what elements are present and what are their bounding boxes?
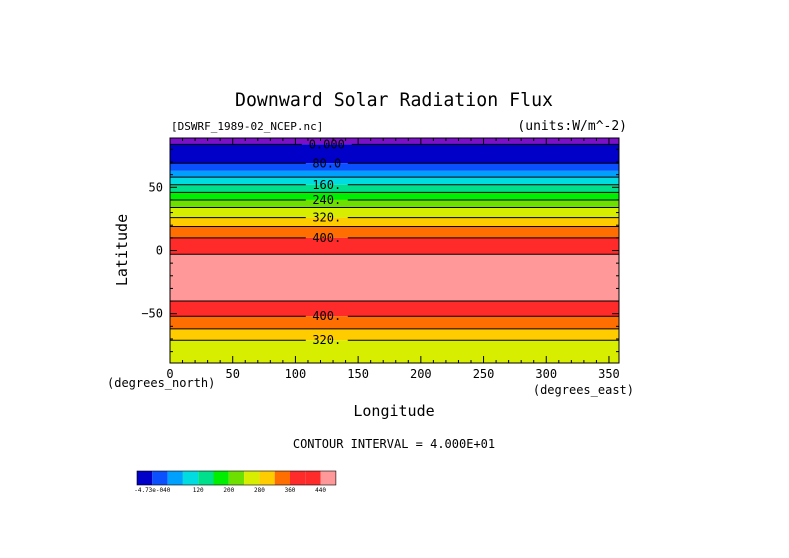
contour-band-16 [170, 340, 619, 363]
contour-band-3 [170, 170, 619, 178]
y-tick-label-2: −50 [141, 307, 163, 321]
colorbar-label-2: 200 [223, 487, 234, 494]
y-axis-label: Latitude [113, 214, 131, 286]
x-tick-label-2: 100 [285, 367, 307, 381]
contour-band-11 [170, 237, 619, 255]
chart-title: Downward Solar Radiation Flux [235, 89, 553, 111]
x-tick-label-0: 0 [166, 367, 173, 381]
contour-label-5: 240. [312, 193, 341, 207]
contour-band-4 [170, 177, 619, 185]
contour-label-12: 400. [312, 309, 341, 323]
colorbar-swatch-9 [274, 471, 290, 485]
colorbar-swatch-8 [259, 471, 275, 485]
colorbar-swatch-0 [137, 471, 153, 485]
contour-bands [170, 138, 619, 363]
contour-band-9 [170, 217, 619, 227]
x-tick-label-6: 300 [535, 367, 557, 381]
y-unit-label: (degrees_north) [107, 376, 215, 390]
colorbar: -4.73e-040 120 200 280 360 440 [134, 470, 337, 494]
colorbar-frame [136, 470, 337, 486]
contour-band-6 [170, 192, 619, 200]
colorbar-label-5: 440 [315, 487, 326, 494]
colorbar-swatch-12 [320, 471, 336, 485]
colorbar-swatch-4 [198, 471, 214, 485]
contour-band-2 [170, 163, 619, 171]
contour-label-1: 80.0 [312, 156, 341, 170]
x-tick-label-5: 250 [473, 367, 495, 381]
colorbar-swatch-7 [244, 471, 260, 485]
colorbar-label-0: -4.73e-040 [134, 487, 171, 494]
contour-band-10 [170, 226, 619, 238]
colorbar-swatch-6 [228, 471, 245, 485]
contour-band-12 [170, 254, 619, 302]
contour-interval-note: CONTOUR INTERVAL = 4.000E+01 [293, 437, 495, 451]
colorbar-swatch-11 [305, 471, 321, 485]
contour-band-1 [170, 144, 619, 164]
colorbar-swatch-3 [182, 471, 199, 485]
colorbar-label-4: 360 [285, 487, 296, 494]
units-label: (units:W/m^-2) [517, 119, 627, 134]
colorbar-swatch-2 [167, 471, 183, 485]
colorbar-swatch-10 [290, 471, 306, 485]
y-tick-label-1: 0 [156, 244, 163, 258]
contour-band-7 [170, 199, 619, 208]
contour-label-14: 320. [312, 333, 341, 347]
contour-label-7: 320. [312, 211, 341, 225]
x-tick-label-7: 350 [598, 367, 620, 381]
contour-band-0 [170, 138, 619, 145]
y-axis: 50 0 −50 [141, 148, 619, 353]
file-label: [DSWRF_1989-02_NCEP.nc] [171, 120, 323, 133]
x-tick-label-4: 200 [410, 367, 432, 381]
colorbar-label-3: 280 [254, 487, 265, 494]
contour-label-3: 160. [312, 178, 341, 192]
colorbar-swatch-1 [152, 471, 168, 485]
x-tick-label-3: 150 [347, 367, 369, 381]
colorbar-label-1: 120 [193, 487, 204, 494]
contour-band-14 [170, 316, 619, 329]
x-tick-label-1: 50 [225, 367, 239, 381]
contour-lines: 0.000 80.0 160.240. 320. 400. 400. 320. [170, 137, 619, 347]
x-axis: 0 50 100 150 200 250 300 350 [166, 138, 620, 381]
contour-band-8 [170, 207, 619, 218]
contour-band-5 [170, 184, 619, 193]
contour-label-9: 400. [312, 231, 341, 245]
colorbar-swatch-5 [213, 471, 229, 485]
contour-label-0: 0.000 [309, 137, 345, 151]
contour-band-13 [170, 301, 619, 317]
x-axis-label: Longitude [353, 402, 434, 420]
y-tick-label-0: 50 [149, 180, 163, 194]
x-unit-label: (degrees_east) [533, 383, 634, 397]
contour-band-15 [170, 328, 619, 341]
